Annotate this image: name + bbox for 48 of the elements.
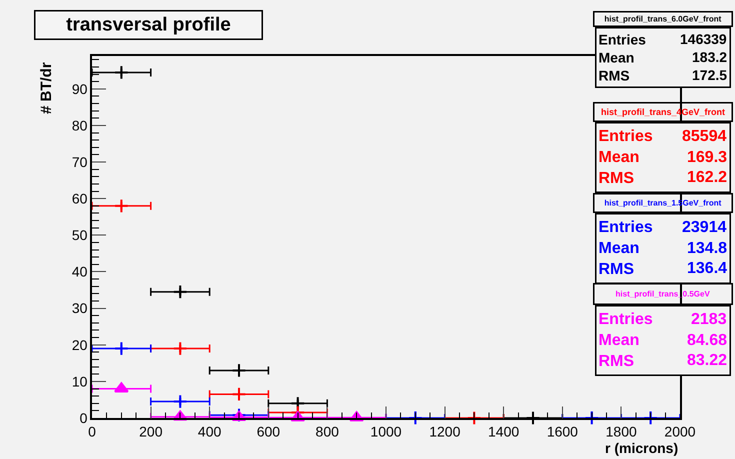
x-axis-title: r (microns) <box>605 440 678 456</box>
text: 2183 <box>691 311 727 328</box>
y-tick-label: 90 <box>72 80 88 97</box>
text: 183.2 <box>692 49 728 65</box>
annotation: Entries <box>598 311 653 328</box>
x-tick-label: 800 <box>316 424 340 440</box>
x-tick-label: 200 <box>139 424 163 440</box>
y-tick-label: 80 <box>72 117 88 134</box>
x-tick-label: 600 <box>256 424 280 440</box>
annotation: Mean <box>598 332 640 349</box>
text: 162.2 <box>687 169 728 186</box>
annotation: Mean <box>598 149 640 166</box>
text: Entries <box>598 31 646 48</box>
text: 85594 <box>682 128 727 145</box>
y-tick-label: 60 <box>72 190 88 207</box>
text: 134.8 <box>687 240 728 257</box>
text: 83.22 <box>687 352 728 369</box>
text: 146339 <box>680 31 727 47</box>
annotation: Mean <box>598 240 640 257</box>
y-axis-title: # BT/dr <box>38 62 55 114</box>
y-tick-label: 30 <box>72 300 88 316</box>
annotation: RMS <box>598 170 634 187</box>
x-tick-label: 1800 <box>606 424 637 440</box>
annotation: RMS <box>598 68 630 84</box>
annotation: Entries <box>598 219 653 236</box>
annotation: RMS <box>598 352 634 370</box>
x-tick-label: 1600 <box>546 424 578 440</box>
text: 172.5 <box>692 67 728 83</box>
x-tick-label: 1400 <box>488 424 520 440</box>
y-tick-label: 20 <box>72 336 88 353</box>
text: 169.3 <box>687 149 728 166</box>
y-tick-label: 0 <box>80 410 88 426</box>
y-tick-label: 40 <box>72 264 88 280</box>
x-tick-label: 2000 <box>664 424 696 440</box>
x-tick-label: 1000 <box>370 424 402 440</box>
text: 84.68 <box>687 332 728 349</box>
text: hist_profil_trans_6.0GeV_front <box>604 14 722 24</box>
chart-title: transversal profile <box>66 14 231 36</box>
x-tick-label: 400 <box>198 424 222 440</box>
annotation: RMS <box>598 260 634 278</box>
annotation: Mean <box>598 50 634 66</box>
y-tick-label: 50 <box>72 227 88 244</box>
y-tick-label: 10 <box>72 373 88 390</box>
text: 23914 <box>682 219 727 236</box>
y-tick-label: 70 <box>72 154 88 170</box>
x-tick-label: 1200 <box>429 424 461 440</box>
text: 136.4 <box>687 260 728 277</box>
annotation: Entries <box>598 128 653 146</box>
